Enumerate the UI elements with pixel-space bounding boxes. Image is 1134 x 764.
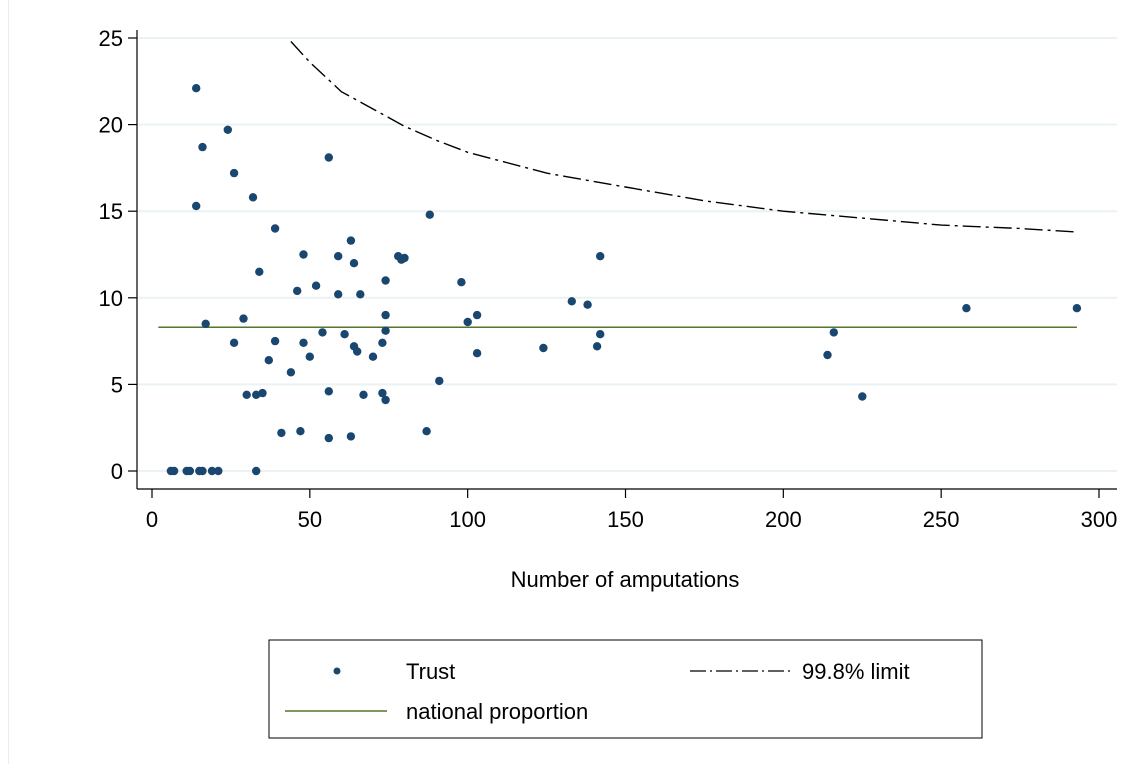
legend-trust-label: Trust [406,659,455,684]
x-axis-title: Number of amputations [511,567,740,592]
trust-point-7 [214,466,223,476]
axes [136,30,1117,490]
trust-point-18 [248,193,258,202]
trust-point-20 [255,267,264,276]
trust-point-58 [425,210,434,219]
trust-point-14 [229,168,239,178]
trust-point-69 [596,330,605,339]
trust-point-26 [286,368,296,377]
trust-point-53 [381,395,390,405]
y-tick-label-20: 20 [99,113,123,138]
legend-trust-marker [333,667,341,675]
trust-point-5 [198,466,207,476]
trust-point-36 [324,433,333,443]
trust-point-30 [299,338,308,347]
limit-curve [290,41,1077,233]
x-tick-label-0: 0 [146,507,158,532]
trust-point-52 [381,326,390,335]
trust-point-42 [349,259,359,268]
trust-point-39 [340,330,349,339]
trust-point-27 [293,286,302,296]
trust-point-68 [596,252,605,261]
x-tick-label-200: 200 [765,507,802,532]
trust-point-50 [381,276,390,285]
trust-point-17 [242,390,251,399]
y-tick-label-0: 0 [111,459,123,484]
trust-point-67 [592,342,602,351]
trust-point-1 [169,466,179,476]
y-tick-label-5: 5 [111,372,123,397]
x-tick-label-150: 150 [607,507,644,532]
trust-point-15 [229,338,239,347]
trust-point-22 [264,356,273,365]
grid-lines [137,37,1117,472]
trust-point-3 [185,466,195,476]
trust-point-6 [207,466,217,476]
trust-series [166,84,1082,476]
trust-point-44 [353,347,362,356]
trust-point-57 [422,427,431,436]
trust-point-46 [359,390,368,399]
x-tick-label-250: 250 [923,507,960,532]
trust-point-28 [296,427,305,436]
trust-point-49 [378,388,387,398]
trust-point-31 [305,352,314,361]
trust-point-61 [463,317,472,327]
trust-point-29 [299,250,308,259]
trust-point-63 [472,349,482,358]
trust-point-40 [346,236,356,245]
trust-point-73 [962,304,971,313]
trust-point-8 [252,466,261,476]
x-tick-label-100: 100 [449,507,486,532]
limit-series [290,41,1077,233]
trust-point-10 [192,201,201,211]
trust-point-19 [252,390,261,399]
trust-point-62 [472,310,482,320]
trust-point-33 [318,328,327,337]
trust-point-66 [583,300,592,309]
legend-limit-label: 99.8% limit [802,659,910,684]
trust-point-13 [223,125,232,134]
trust-point-47 [368,352,378,361]
legend: Trust 99.8% limit national proportion [268,639,983,739]
y-tick-label-25: 25 [99,26,123,51]
trust-point-37 [334,252,343,261]
legend-box [268,639,983,739]
trust-point-21 [258,388,267,398]
trust-point-60 [457,278,466,287]
trust-point-65 [567,297,576,306]
trust-point-74 [1072,304,1082,313]
trust-point-35 [324,387,333,396]
trust-point-16 [239,314,248,323]
trust-point-56 [400,253,409,263]
y-tick-label-10: 10 [99,286,123,311]
trust-point-59 [435,376,444,386]
x-tick-label-300: 300 [1081,507,1118,532]
trust-point-71 [829,328,838,337]
trust-point-32 [311,281,321,290]
trust-point-25 [277,428,286,438]
legend-national-label: national proportion [406,699,588,724]
trust-point-11 [198,142,207,152]
x-tick-label-50: 50 [298,507,322,532]
trust-point-23 [270,224,280,233]
trust-point-41 [346,432,356,441]
trust-point-72 [858,392,867,401]
y-tick-label-15: 15 [99,199,123,224]
trust-point-51 [381,310,390,320]
trust-point-34 [324,153,333,162]
trust-point-9 [192,84,201,93]
trust-point-48 [378,338,387,347]
trust-point-70 [823,350,832,360]
trust-point-24 [270,336,280,346]
trust-point-38 [334,290,343,299]
trust-point-64 [539,343,548,353]
trust-point-12 [201,319,210,328]
trust-point-45 [356,290,365,299]
